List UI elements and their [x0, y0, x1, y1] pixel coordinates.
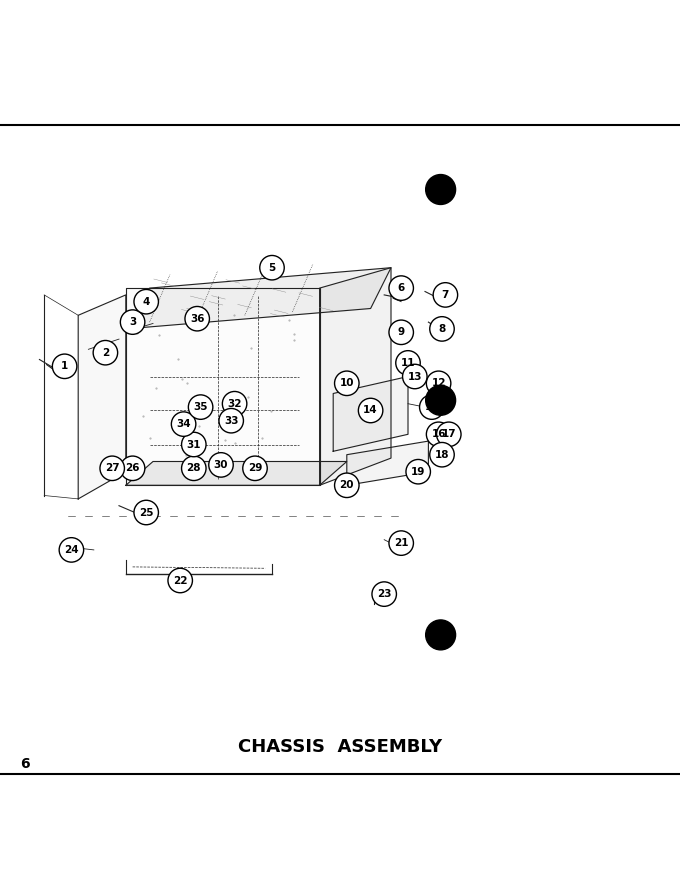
Text: 35: 35	[193, 402, 208, 412]
Circle shape	[188, 395, 213, 420]
Circle shape	[335, 371, 359, 396]
Circle shape	[403, 364, 427, 388]
Circle shape	[396, 350, 420, 375]
Circle shape	[120, 456, 145, 481]
Text: 16: 16	[431, 429, 446, 439]
Circle shape	[100, 456, 124, 481]
Text: 36: 36	[190, 314, 205, 324]
Text: 7: 7	[442, 290, 449, 300]
Circle shape	[185, 307, 209, 331]
Text: 11: 11	[401, 358, 415, 368]
Circle shape	[426, 620, 456, 650]
Circle shape	[426, 371, 451, 396]
Circle shape	[372, 582, 396, 606]
Text: 28: 28	[186, 463, 201, 473]
Circle shape	[437, 422, 461, 446]
Text: 20: 20	[339, 480, 354, 491]
Circle shape	[426, 174, 456, 204]
Text: 6: 6	[20, 757, 30, 771]
Text: 26: 26	[125, 463, 140, 473]
Circle shape	[219, 408, 243, 433]
Polygon shape	[78, 295, 126, 499]
Text: 12: 12	[431, 379, 446, 388]
Circle shape	[335, 473, 359, 498]
Circle shape	[358, 398, 383, 423]
Text: 31: 31	[186, 439, 201, 450]
Polygon shape	[320, 268, 391, 485]
Text: 24: 24	[64, 545, 79, 555]
Text: 15: 15	[424, 402, 439, 412]
Circle shape	[389, 320, 413, 345]
Circle shape	[134, 501, 158, 525]
Text: 6: 6	[398, 283, 405, 293]
Circle shape	[426, 422, 451, 446]
Text: 10: 10	[339, 379, 354, 388]
Text: 33: 33	[224, 416, 239, 426]
Text: 5: 5	[269, 263, 275, 273]
Polygon shape	[333, 377, 408, 452]
Circle shape	[389, 276, 413, 300]
Circle shape	[182, 432, 206, 457]
Text: 3: 3	[129, 317, 136, 327]
Circle shape	[426, 385, 456, 415]
Text: 23: 23	[377, 589, 392, 599]
Text: CHASSIS  ASSEMBLY: CHASSIS ASSEMBLY	[238, 738, 442, 757]
Polygon shape	[347, 441, 428, 485]
Text: 9: 9	[398, 327, 405, 337]
Circle shape	[209, 453, 233, 477]
Polygon shape	[126, 268, 391, 329]
Text: 18: 18	[435, 450, 449, 460]
Circle shape	[260, 255, 284, 280]
Text: 25: 25	[139, 508, 154, 517]
Circle shape	[243, 456, 267, 481]
Text: 30: 30	[214, 460, 228, 470]
Text: 14: 14	[363, 405, 378, 415]
Text: 2: 2	[102, 348, 109, 357]
Circle shape	[433, 283, 458, 307]
Text: 32: 32	[227, 398, 242, 409]
Circle shape	[430, 443, 454, 467]
Circle shape	[430, 316, 454, 341]
Text: 34: 34	[176, 419, 191, 429]
Circle shape	[120, 310, 145, 334]
Text: 8: 8	[439, 324, 445, 334]
Polygon shape	[126, 288, 320, 485]
Circle shape	[171, 412, 196, 436]
Text: 4: 4	[143, 297, 150, 307]
Text: 22: 22	[173, 575, 188, 586]
Text: 17: 17	[441, 429, 456, 439]
Text: 19: 19	[411, 467, 426, 477]
Text: 27: 27	[105, 463, 120, 473]
Circle shape	[59, 538, 84, 562]
Circle shape	[168, 568, 192, 593]
Circle shape	[182, 456, 206, 481]
Text: 13: 13	[407, 372, 422, 381]
Text: 1: 1	[61, 361, 68, 372]
Circle shape	[406, 460, 430, 484]
Circle shape	[389, 531, 413, 556]
Circle shape	[134, 290, 158, 314]
Circle shape	[420, 395, 444, 420]
Circle shape	[93, 340, 118, 365]
Text: 21: 21	[394, 538, 409, 549]
Text: 29: 29	[248, 463, 262, 473]
Circle shape	[52, 354, 77, 379]
Circle shape	[222, 391, 247, 416]
Polygon shape	[126, 461, 347, 485]
